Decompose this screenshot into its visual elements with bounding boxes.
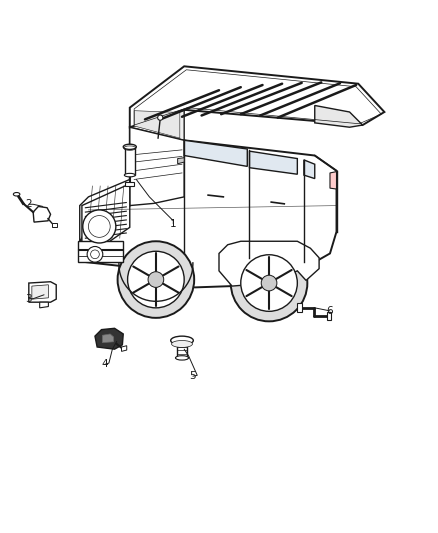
Polygon shape (130, 66, 385, 127)
Polygon shape (102, 334, 114, 343)
Ellipse shape (172, 341, 192, 348)
Polygon shape (121, 346, 127, 351)
Circle shape (148, 272, 164, 287)
Polygon shape (124, 147, 135, 175)
Polygon shape (330, 172, 336, 189)
Polygon shape (178, 158, 184, 164)
Text: 4: 4 (101, 359, 108, 369)
Polygon shape (78, 241, 123, 262)
Text: 2: 2 (25, 199, 32, 209)
Circle shape (158, 115, 163, 120)
Polygon shape (95, 328, 123, 349)
Polygon shape (33, 206, 50, 222)
Polygon shape (29, 282, 56, 302)
Circle shape (87, 246, 103, 262)
Circle shape (83, 210, 116, 243)
Circle shape (231, 245, 307, 321)
Polygon shape (80, 180, 130, 243)
Polygon shape (177, 344, 187, 358)
Polygon shape (327, 312, 331, 320)
Polygon shape (82, 184, 130, 243)
Polygon shape (315, 106, 363, 127)
Polygon shape (80, 127, 336, 287)
Polygon shape (40, 302, 48, 308)
Text: 5: 5 (190, 371, 196, 381)
Polygon shape (304, 160, 315, 179)
Ellipse shape (171, 336, 193, 345)
Polygon shape (250, 151, 297, 174)
Text: 6: 6 (327, 306, 333, 316)
Text: 1: 1 (170, 219, 177, 229)
Polygon shape (130, 108, 184, 140)
Polygon shape (219, 241, 319, 286)
Circle shape (117, 241, 194, 318)
Polygon shape (297, 303, 302, 312)
Ellipse shape (123, 144, 136, 149)
Polygon shape (52, 223, 57, 228)
Ellipse shape (176, 356, 188, 360)
Ellipse shape (124, 173, 135, 177)
Circle shape (241, 255, 297, 311)
Polygon shape (32, 285, 48, 299)
Circle shape (127, 251, 184, 308)
Ellipse shape (13, 192, 20, 196)
Polygon shape (134, 111, 180, 138)
Polygon shape (184, 140, 247, 166)
Circle shape (261, 275, 277, 291)
Polygon shape (130, 127, 184, 206)
Polygon shape (125, 182, 134, 186)
Text: 3: 3 (25, 294, 32, 304)
